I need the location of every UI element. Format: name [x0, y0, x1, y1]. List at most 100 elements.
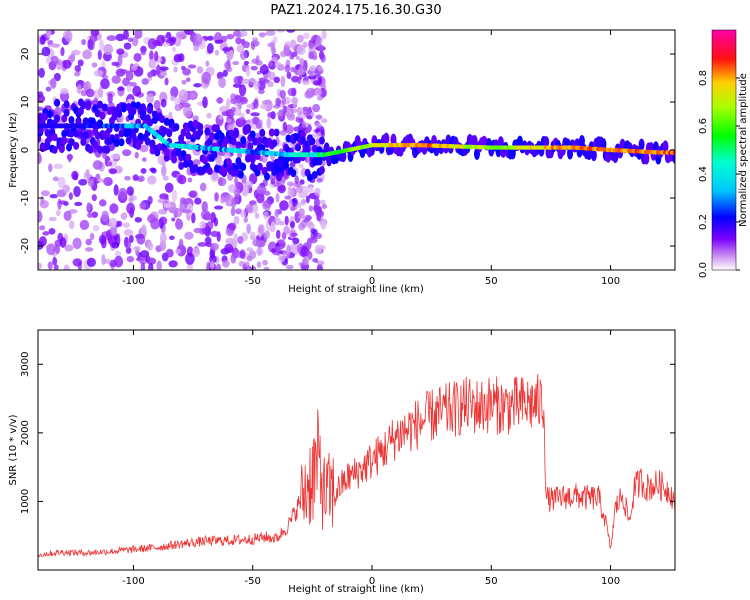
spectrogram-cell: [140, 45, 147, 54]
spectrogram-cell: [164, 182, 174, 193]
spectrogram-cell: [261, 99, 272, 105]
spectrogram-cell: [230, 137, 237, 146]
spectrogram-cell: [318, 136, 325, 145]
spectrogram-cell: [126, 202, 136, 215]
spectrogram-cell: [138, 255, 148, 265]
spectrogram-cell: [44, 142, 51, 151]
spectrogram-cell: [303, 76, 309, 82]
spectrogram-cell: [317, 260, 325, 266]
spectrogram-cell: [128, 235, 134, 244]
spectrogram-cell: [98, 199, 107, 207]
spectrogram-cell: [244, 125, 251, 134]
spectrogram-cell: [42, 231, 50, 236]
spectrogram-cell: [191, 212, 196, 224]
spectrogram-cell: [267, 71, 276, 81]
spectrogram-cell: [173, 66, 178, 73]
spectrogram-cell: [38, 210, 43, 223]
spectrogram-cell: [48, 227, 56, 235]
spectrogram-cell: [275, 192, 280, 203]
spectrogram-cell: [193, 44, 200, 52]
spectrogram-cell: [103, 43, 114, 55]
spectrogram-cell: [318, 166, 325, 175]
spectrogram-cell: [310, 112, 316, 117]
colorbar-tick-label: 0.4: [698, 166, 709, 182]
spectrogram-cell: [284, 64, 291, 73]
spectrogram-cell: [58, 200, 68, 205]
spectrogram-cell: [146, 93, 155, 105]
spectrogram-cell: [199, 221, 206, 229]
spectrogram-cell: [39, 35, 46, 45]
x-tick-label: 0: [369, 576, 375, 587]
spectrogram-cell: [107, 161, 113, 167]
spectrogram-cell: [147, 38, 157, 50]
spectrogram-cell: [134, 30, 143, 39]
spectrogram-cell: [246, 103, 255, 109]
spectrogram-cell: [136, 233, 146, 245]
spectrogram-y-label: Frequency (Hz): [8, 112, 19, 188]
spectrogram-cell: [321, 118, 328, 124]
spectrogram-cell: [289, 161, 296, 168]
spectrogram-cell: [118, 138, 125, 147]
spectrogram-cell: [149, 141, 156, 150]
spectrogram-cell: [61, 129, 68, 138]
spectrogram-cell: [38, 134, 41, 143]
spectrogram-cell: [117, 86, 125, 91]
spectrogram-cell: [148, 262, 154, 270]
spectrogram-cell: [71, 170, 79, 181]
spectrogram-cell: [230, 106, 236, 113]
spectrogram-cell: [174, 35, 182, 47]
spectrogram-cell: [249, 130, 256, 139]
spectrogram-cell: [197, 242, 208, 247]
spectrogram-cell: [260, 154, 268, 163]
spectrogram-cell: [140, 168, 147, 174]
spectrogram-cell: [165, 248, 174, 258]
colorbar-tick-label: 0.6: [698, 118, 709, 134]
spectrogram-cell: [38, 112, 44, 121]
spectrogram-cell: [289, 220, 296, 229]
spectrogram-cell: [82, 131, 89, 140]
spectrogram-cell: [276, 111, 283, 116]
spectrogram-cell: [297, 76, 302, 85]
spectrogram-cell: [383, 132, 390, 145]
spectrogram-cell: [290, 169, 297, 178]
spectrogram-cell: [58, 145, 65, 154]
spectrogram-cell: [91, 211, 99, 218]
spectrogram-cell: [239, 249, 246, 260]
spectrogram-cell: [114, 250, 122, 257]
spectrogram-cell: [301, 121, 307, 129]
spectrogram-cell: [311, 133, 319, 138]
spectrogram-x-label: Height of straight line (km): [288, 284, 424, 295]
y-tick-label: 3000: [20, 352, 31, 377]
spectrogram-cell: [214, 49, 220, 56]
spectrogram-cell: [204, 212, 212, 221]
spectrogram-cell: [116, 48, 125, 55]
spectrogram-cell: [308, 185, 314, 195]
spectrogram-cell: [262, 179, 268, 187]
spectrogram-cell: [38, 67, 45, 78]
spectrogram-cell: [173, 123, 180, 132]
spectrogram-cell: [315, 114, 323, 120]
spectrogram-cell: [188, 191, 197, 198]
spectrogram-cell: [317, 44, 324, 52]
spectrogram-cell: [286, 113, 296, 121]
snr-x-label: Height of straight line (km): [288, 584, 424, 595]
spectrogram-cell: [52, 176, 59, 182]
spectrogram-cell: [222, 69, 228, 77]
spectrogram-cell: [233, 76, 242, 85]
spectrogram-cell: [49, 194, 58, 199]
spectrogram-cell: [299, 58, 305, 65]
spectrogram-cell: [92, 224, 100, 232]
spectrogram-cell: [45, 86, 52, 92]
spectrogram-cell: [267, 112, 274, 118]
spectrogram-cell: [662, 140, 669, 153]
spectrogram-cell: [279, 148, 285, 153]
x-tick-label: 0: [369, 276, 375, 287]
spectrogram-cell: [244, 261, 250, 268]
spectrogram-cell: [82, 49, 92, 60]
spectrogram-cell: [163, 148, 170, 157]
spectrogram-cell: [151, 110, 158, 119]
spectrogram-cell: [314, 187, 321, 197]
spectrogram-cell: [259, 144, 266, 153]
spectrogram-cell: [323, 142, 330, 155]
spectrogram-cell: [68, 115, 75, 124]
